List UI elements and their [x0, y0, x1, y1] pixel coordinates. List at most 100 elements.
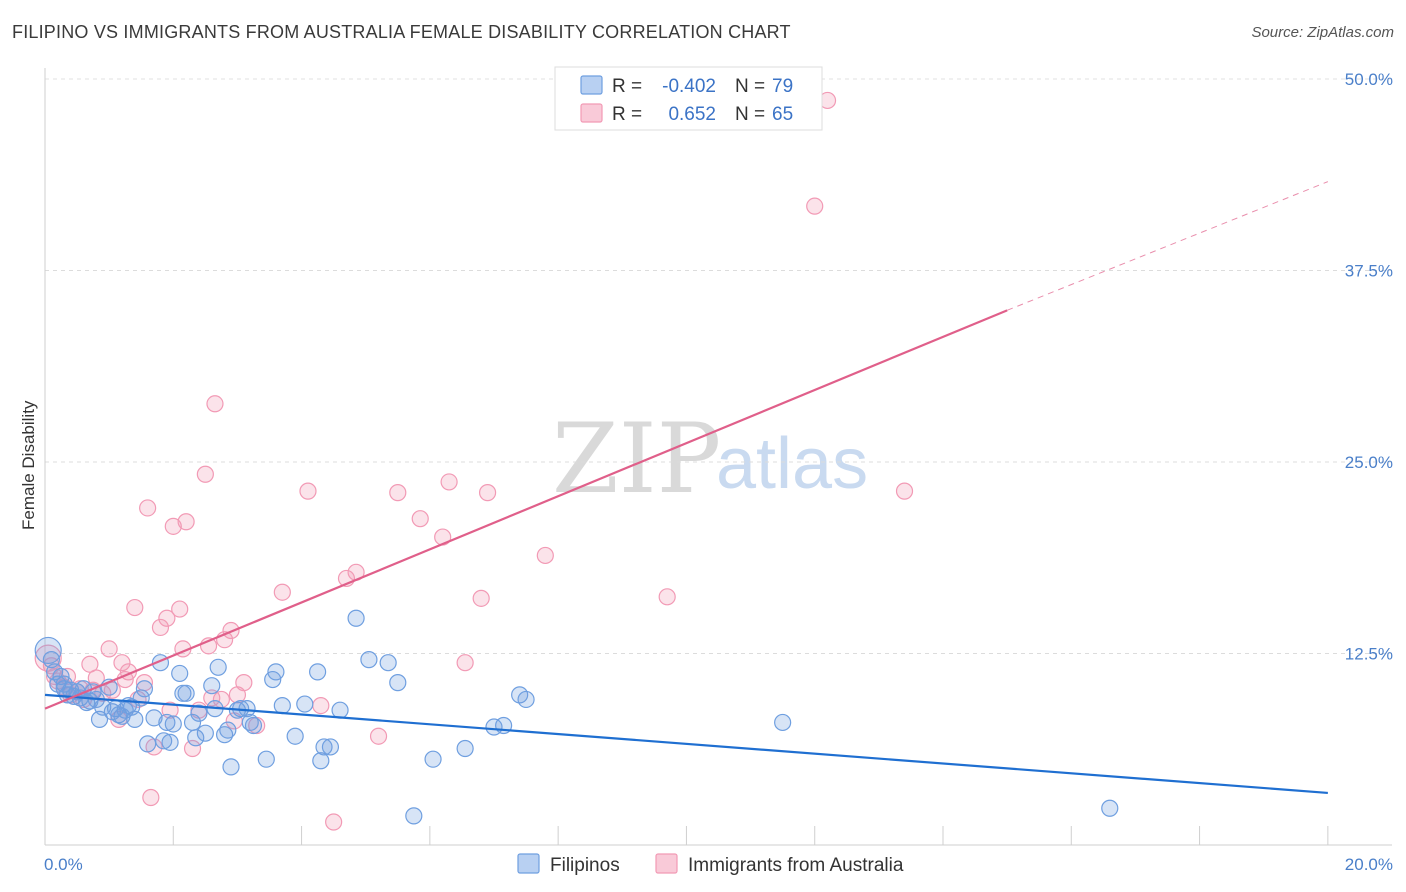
- australia-point-27: [171, 600, 189, 618]
- series-filipinos-points: [34, 609, 1119, 825]
- australia-point-56: [536, 546, 554, 565]
- australia-point-52: [440, 473, 458, 491]
- watermark-zip: ZIP: [552, 403, 721, 515]
- legend-r-value-filipinos: -0.402: [662, 76, 716, 97]
- watermark-atlas: atlas: [716, 424, 868, 504]
- australia-point-32: [196, 465, 214, 483]
- filipinos-point-44: [219, 721, 237, 739]
- y-tick-labels: 12.5% 25.0% 37.5% 50.0%: [1345, 70, 1393, 664]
- australia-point-21: [142, 788, 160, 807]
- trendline-australia: [44, 309, 1008, 710]
- filipinos-point-59: [315, 738, 333, 756]
- australia-point-45: [325, 813, 343, 831]
- filipinos-point-36: [177, 684, 195, 702]
- legend-r-label-australia: R =: [612, 104, 642, 125]
- legend-swatch-australia: [580, 103, 603, 123]
- filipinos-point-51: [257, 750, 275, 768]
- filipinos-point-32: [161, 733, 179, 751]
- filipinos-point-61: [331, 701, 349, 719]
- australia-point-53: [456, 654, 474, 672]
- filipinos-point-26: [135, 680, 154, 698]
- y-tick-label-2: 37.5%: [1345, 262, 1393, 281]
- filipinos-point-31: [158, 713, 176, 732]
- bottom-legend-label-australia: Immigrants from Australia: [688, 855, 904, 876]
- australia-point-55: [478, 484, 497, 502]
- bottom-legend-swatch-filipinos: [517, 853, 540, 874]
- filipinos-point-74: [1101, 799, 1119, 817]
- australia-point-44: [312, 696, 330, 715]
- filipinos-point-34: [171, 664, 189, 683]
- filipinos-point-27: [139, 735, 157, 753]
- filipinos-point-45: [222, 758, 240, 776]
- australia-point-23: [151, 618, 170, 637]
- filipinos-point-49: [241, 713, 259, 732]
- filipinos-point-56: [296, 695, 314, 713]
- australia-point-35: [206, 395, 224, 413]
- australia-point-15: [113, 654, 131, 672]
- australia-point-13: [103, 681, 121, 699]
- legend-r-label-filipinos: R =: [612, 76, 642, 97]
- filipinos-point-62: [347, 609, 365, 627]
- filipinos-point-63: [360, 651, 378, 669]
- filipinos-point-68: [456, 739, 474, 758]
- filipinos-point-72: [517, 690, 535, 709]
- legend-n-label-filipinos: N =: [735, 76, 765, 97]
- legend-n-value-filipinos: 79: [772, 76, 793, 97]
- filipinos-point-77: [122, 698, 141, 716]
- filipinos-point-28: [145, 709, 163, 727]
- correlation-legend: R = -0.402 N = 79 R = 0.652 N = 65: [554, 66, 823, 131]
- filipinos-point-53: [267, 663, 285, 681]
- australia-point-40: [235, 674, 253, 692]
- y-axis-label: Female Disability: [19, 400, 38, 530]
- filipinos-point-54: [273, 696, 291, 715]
- australia-point-20: [139, 499, 157, 517]
- australia-point-10: [87, 669, 105, 687]
- australia-point-43: [299, 482, 317, 500]
- x-tick-labels: 0.0% 20.0%: [44, 855, 1393, 874]
- trendline-australia-extrapolated: [1006, 181, 1329, 311]
- filipinos-point-39: [190, 704, 208, 722]
- source-credit: Source: ZipAtlas.com: [1251, 24, 1394, 41]
- legend-n-value-australia: 65: [772, 104, 793, 125]
- y-tick-label-0: 12.5%: [1345, 645, 1393, 664]
- filipinos-point-42: [209, 658, 227, 676]
- australia-point-58: [806, 197, 824, 215]
- gridlines: [45, 78, 1392, 654]
- filipinos-point-60: [321, 738, 340, 756]
- filipinos-point-73: [774, 713, 792, 732]
- australia-point-50: [411, 510, 429, 528]
- filipinos-point-58: [312, 752, 330, 770]
- filipinos-point-30: [155, 732, 173, 750]
- bottom-legend-swatch-australia: [655, 853, 678, 874]
- filipinos-point-78: [196, 724, 214, 742]
- filipinos-point-43: [216, 726, 234, 744]
- filipinos-point-66: [405, 807, 423, 825]
- series-legend: Filipinos Immigrants from Australia: [517, 853, 904, 876]
- chart-title: FILIPINO VS IMMIGRANTS FROM AUSTRALIA FE…: [12, 22, 791, 42]
- australia-point-60: [895, 482, 914, 500]
- australia-point-49: [389, 484, 407, 502]
- australia-point-17: [126, 598, 144, 617]
- filipinos-point-57: [309, 663, 327, 681]
- x-tick-label-max: 20.0%: [1345, 855, 1393, 874]
- y-tick-label-1: 25.0%: [1345, 453, 1393, 472]
- filipinos-point-38: [187, 729, 205, 747]
- australia-point-24: [158, 609, 176, 627]
- filipinos-point-75: [55, 675, 73, 693]
- legend-swatch-filipinos: [580, 75, 603, 95]
- trendlines: [44, 181, 1329, 795]
- filipinos-point-55: [286, 727, 304, 745]
- australia-point-54: [472, 589, 490, 607]
- filipinos-point-65: [389, 674, 407, 692]
- filipinos-point-33: [164, 715, 182, 733]
- australia-point-57: [658, 588, 676, 606]
- australia-point-30: [183, 739, 202, 758]
- y-tick-label-3: 50.0%: [1345, 70, 1393, 89]
- australia-point-48: [369, 727, 388, 745]
- legend-n-label-australia: N =: [735, 104, 765, 125]
- australia-point-26: [164, 517, 182, 535]
- filipinos-point-67: [424, 750, 442, 768]
- trendline-filipinos: [44, 693, 1328, 795]
- axes: [44, 68, 1392, 846]
